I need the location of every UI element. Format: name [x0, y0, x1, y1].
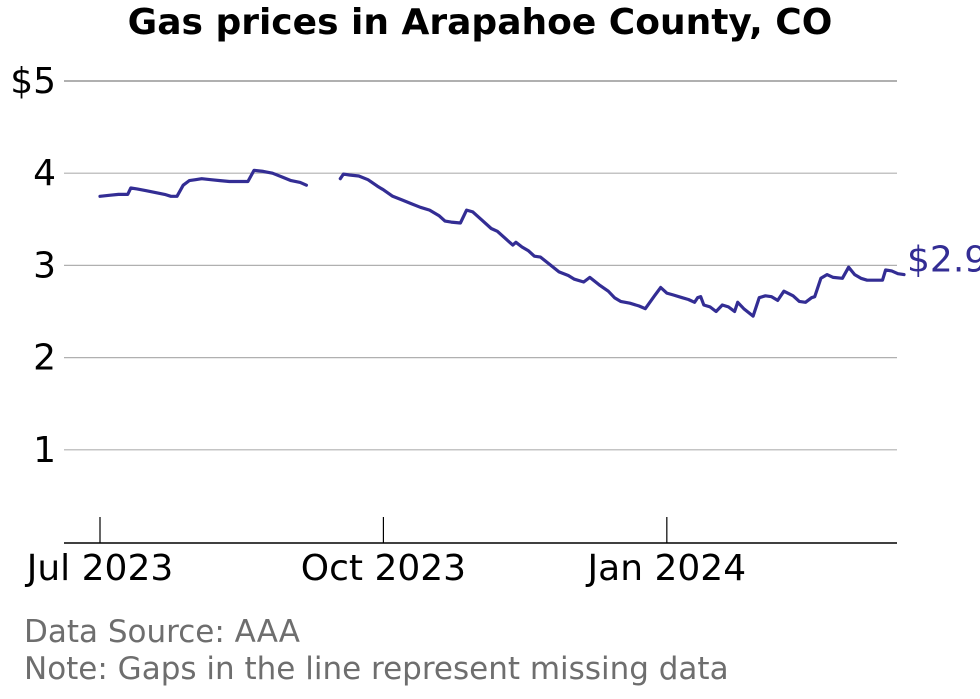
chart-title: Gas prices in Arapahoe County, CO — [127, 2, 833, 43]
latest-price-label: $2.90 — [907, 240, 980, 281]
y-tick-label: 4 — [33, 153, 56, 194]
grid-lines — [64, 80, 897, 451]
data-source-note: Data Source: AAA — [24, 614, 300, 650]
x-tick-label: Jul 2023 — [25, 548, 174, 589]
series-line-segment — [98, 168, 308, 198]
y-axis-labels: 1 2 3 4 $5 — [10, 61, 56, 471]
x-tick-label: Jan 2024 — [586, 548, 747, 589]
price-line — [98, 168, 906, 318]
y-tick-label: 2 — [33, 338, 56, 379]
series-line-segment — [338, 172, 906, 318]
y-tick-label: 3 — [33, 245, 56, 286]
missing-data-note: Note: Gaps in the line represent missing… — [24, 651, 729, 687]
x-tick-label: Oct 2023 — [301, 548, 466, 589]
y-tick-label: 1 — [33, 430, 56, 471]
x-axis-ticks: Jul 2023 Oct 2023 Jan 2024 — [25, 517, 746, 589]
y-tick-label: $5 — [10, 61, 56, 102]
